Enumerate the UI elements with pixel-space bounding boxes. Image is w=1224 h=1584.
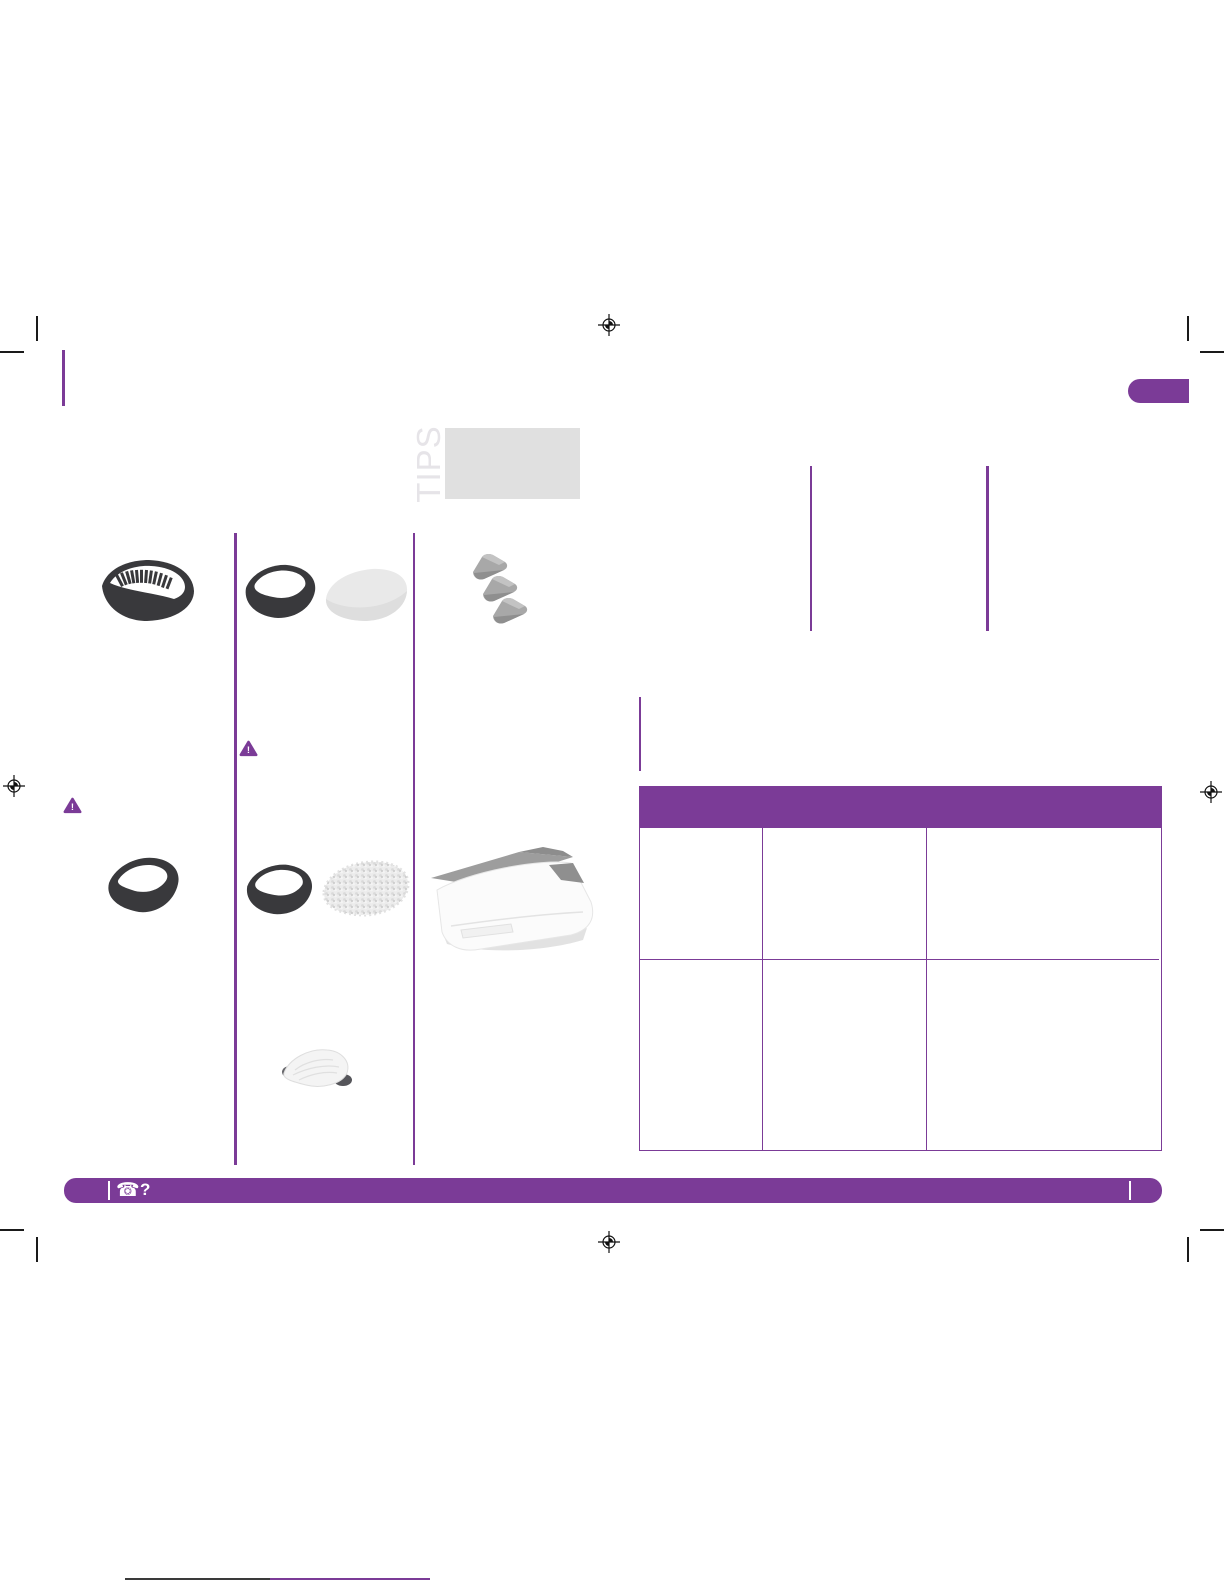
registration-mark-icon [598, 314, 620, 336]
table-cell [927, 828, 1159, 960]
crop-mark-bottom-right-v [1187, 1237, 1189, 1262]
product-image-carpet-glider-frame-with-bristles [97, 556, 199, 628]
column-divider-right [639, 697, 641, 771]
table-cell [640, 828, 763, 960]
tips-watermark: TIPS [410, 425, 447, 503]
crop-mark-bottom-left-v [36, 1237, 38, 1262]
svg-text:!: ! [71, 802, 74, 813]
page-edge-line-purple [270, 1578, 430, 1580]
crop-mark-top-right-h [1200, 351, 1224, 353]
product-image-accessory-clips [468, 553, 534, 627]
left-margin-rule [62, 350, 65, 406]
crop-mark-bottom-right-h [1200, 1229, 1224, 1231]
product-image-mop-head-frame [241, 860, 319, 918]
footer-separator [108, 1181, 110, 1200]
column-divider-middle [413, 533, 415, 1165]
column-divider-thick-top [986, 466, 989, 631]
product-image-folded-cleaning-pads [423, 836, 603, 958]
phone-icon: ☎ [116, 1180, 140, 1201]
table-cell [763, 960, 927, 1150]
table-cell [927, 960, 1159, 1150]
product-image-triangular-mop-pad [320, 563, 412, 627]
column-divider-left [234, 533, 237, 1165]
column-divider-thin-top [810, 466, 812, 631]
crop-mark-bottom-left-h [0, 1229, 24, 1231]
footer-help-bar: ☎ ? [64, 1178, 1162, 1203]
product-image-microfiber-fluffy-pad [319, 856, 413, 922]
warning-triangle-icon: ! [239, 740, 258, 757]
registration-mark-icon [598, 1231, 620, 1253]
registration-mark-icon [3, 775, 25, 797]
accessories-table [639, 786, 1162, 1151]
svg-text:!: ! [247, 745, 250, 756]
section-tab [1128, 379, 1189, 403]
table-body [640, 828, 1161, 1150]
product-image-mop-head-frame [242, 560, 320, 622]
product-image-scrub-pad [281, 1042, 353, 1092]
question-mark: ? [140, 1180, 151, 1199]
crop-mark-top-left-v [36, 316, 38, 341]
product-image-mop-head-frame-angled [104, 851, 184, 919]
crop-mark-top-right-v [1187, 316, 1189, 341]
table-cell [640, 960, 763, 1150]
warning-triangle-icon: ! [63, 797, 82, 814]
crop-mark-top-left-h [0, 351, 24, 353]
footer-separator [1129, 1181, 1131, 1200]
table-cell [763, 828, 927, 960]
page-edge-line-dark [125, 1578, 270, 1580]
registration-mark-icon [1200, 781, 1222, 803]
image-placeholder-box [445, 428, 580, 499]
table-header [640, 787, 1161, 828]
